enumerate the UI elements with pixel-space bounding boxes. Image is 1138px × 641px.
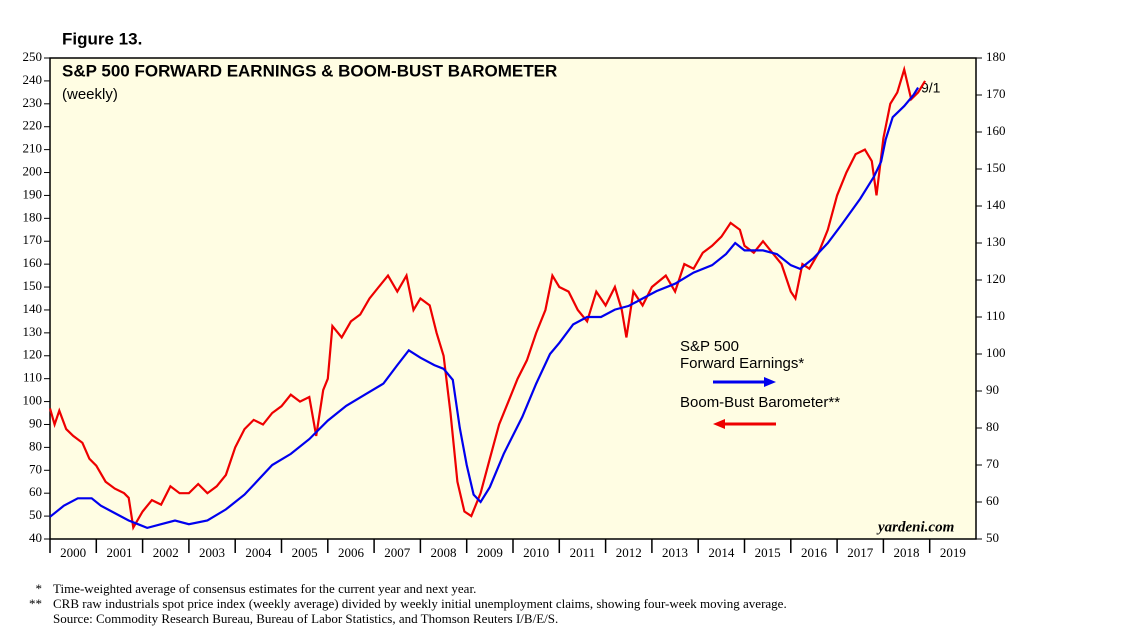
- y2-tick-label: 130: [986, 234, 1006, 249]
- legend-arrow-head: [713, 419, 725, 429]
- y-tick-label: 170: [23, 232, 43, 247]
- date-annotation: 9/1: [921, 80, 941, 96]
- y-tick-label: 200: [23, 164, 43, 179]
- series-line: [49, 87, 920, 530]
- y-tick-label: 140: [23, 301, 43, 316]
- y2-tick-label: 110: [986, 308, 1005, 323]
- x-tick-label: 2002: [153, 545, 179, 560]
- y-tick-label: 80: [29, 438, 42, 453]
- y-tick-label: 250: [23, 49, 43, 64]
- x-tick-label: 2016: [801, 545, 828, 560]
- x-tick-label: 2004: [245, 545, 272, 560]
- x-tick-label: 2008: [431, 545, 457, 560]
- x-tick-label: 2009: [477, 545, 503, 560]
- chart-subtitle: (weekly): [62, 86, 118, 103]
- y2-tick-label: 100: [986, 345, 1006, 360]
- y-tick-label: 90: [29, 415, 42, 430]
- x-tick-label: 2000: [60, 545, 86, 560]
- x-tick-label: 2017: [847, 545, 874, 560]
- legend-arrow-head: [764, 377, 776, 387]
- y-tick-label: 100: [23, 393, 43, 408]
- series-line: [48, 65, 927, 531]
- source-watermark: yardeni.com: [876, 519, 954, 535]
- x-tick-label: 2019: [940, 545, 966, 560]
- y-tick-label: 60: [29, 484, 42, 499]
- x-tick-label: 2010: [523, 545, 549, 560]
- x-tick-label: 2011: [570, 545, 596, 560]
- y-tick-label: 150: [23, 278, 43, 293]
- x-tick-label: 2012: [616, 545, 642, 560]
- y-tick-label: 40: [29, 530, 42, 545]
- x-tick-label: 2013: [662, 545, 688, 560]
- x-tick-label: 2018: [894, 545, 920, 560]
- legend-label: Boom-Bust Barometer**: [680, 394, 840, 411]
- y-tick-label: 180: [23, 209, 43, 224]
- y-tick-label: 70: [29, 461, 42, 476]
- chart-title: S&P 500 FORWARD EARNINGS & BOOM-BUST BAR…: [62, 61, 557, 80]
- x-tick-label: 2014: [708, 545, 735, 560]
- y-tick-label: 230: [23, 95, 43, 110]
- x-tick-label: 2015: [755, 545, 781, 560]
- y2-tick-label: 70: [986, 456, 999, 471]
- y-tick-label: 130: [23, 324, 43, 339]
- y-tick-label: 50: [29, 507, 42, 522]
- y2-tick-label: 160: [986, 123, 1006, 138]
- x-tick-label: 2005: [292, 545, 318, 560]
- y2-tick-label: 140: [986, 197, 1006, 212]
- y-tick-label: 220: [23, 118, 43, 133]
- y2-tick-label: 120: [986, 271, 1006, 286]
- y2-tick-label: 150: [986, 160, 1006, 175]
- footnote: Source: Commodity Research Bureau, Burea…: [53, 611, 558, 626]
- y2-tick-label: 90: [986, 382, 999, 397]
- x-tick-label: 2003: [199, 545, 225, 560]
- y2-tick-label: 170: [986, 86, 1006, 101]
- y-tick-label: 120: [23, 347, 43, 362]
- x-tick-label: 2001: [106, 545, 132, 560]
- y-tick-label: 240: [23, 72, 43, 87]
- footnote-marker: **: [29, 596, 42, 611]
- y2-tick-label: 50: [986, 530, 999, 545]
- footnote: Time-weighted average of consensus estim…: [53, 581, 476, 596]
- x-tick-label: 2006: [338, 545, 365, 560]
- y-tick-label: 210: [23, 141, 43, 156]
- y2-tick-label: 80: [986, 419, 999, 434]
- plot-area: [49, 57, 977, 540]
- x-tick-label: 2007: [384, 545, 411, 560]
- footnote: CRB raw industrials spot price index (we…: [53, 596, 787, 611]
- y-tick-label: 160: [23, 255, 43, 270]
- y-tick-label: 110: [23, 370, 42, 385]
- legend-label: S&P 500 Forward Earnings*: [680, 338, 804, 372]
- figure-label: Figure 13.: [62, 29, 142, 48]
- y2-tick-label: 60: [986, 493, 999, 508]
- y2-tick-label: 180: [986, 49, 1006, 64]
- y-tick-label: 190: [23, 186, 43, 201]
- footnote-marker: *: [36, 581, 43, 596]
